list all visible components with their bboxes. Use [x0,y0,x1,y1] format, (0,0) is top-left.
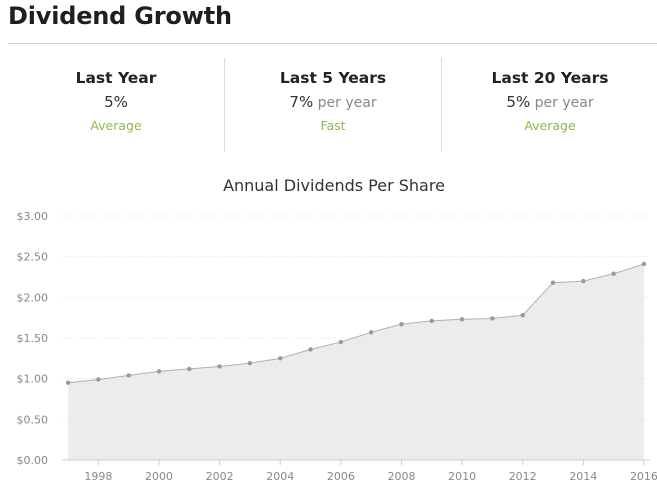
x-tick-label: 2008 [387,470,415,483]
stat-last-year: Last Year 5% Average [8,58,224,152]
data-point [641,261,647,267]
y-tick-label: $0.50 [17,413,49,426]
data-point [96,377,101,382]
data-point [520,313,525,318]
page-title: Dividend Growth [8,2,232,30]
data-point [247,361,253,366]
data-point [368,330,374,335]
x-tick-label: 2006 [327,470,355,483]
stat-rating: Average [524,118,576,133]
y-tick-label: $2.00 [17,291,49,304]
data-point [278,356,283,361]
x-tick-label: 2000 [145,470,173,483]
stat-value-suffix: per year [313,95,377,111]
data-point [611,271,616,276]
x-tick-label: 2014 [569,470,597,483]
data-point [429,318,434,324]
stat-rating: Fast [320,118,346,133]
stat-value-number: 7% [289,93,314,111]
stat-value-suffix: per year [530,95,594,111]
dividend-area-chart: $0.00 $0.50 $1.00 $1.50 $2.00 $2.50 $3.00 1998… [17,210,657,483]
stat-value: 5% per year [442,93,657,111]
data-point [338,339,344,345]
title-divider [8,43,657,44]
data-point [308,347,313,352]
stat-label: Last 20 Years [491,69,609,87]
y-tick-label: $0.00 [17,454,49,467]
y-tick-label: $3.00 [17,210,49,223]
data-point [399,321,404,327]
x-tick-label: 2002 [206,470,234,483]
stat-value: 5% [8,93,224,111]
x-tick-label: 2010 [448,470,476,483]
x-tick-label: 2004 [266,470,294,483]
stat-last-20-years: Last 20 Years 5% per year Average [441,58,657,152]
x-tick-label: 2012 [509,470,537,483]
x-tick-label: 1998 [84,470,112,483]
y-tick-label: $1.00 [17,373,49,386]
stat-value: 7% per year [225,93,441,111]
dividend-series-line [68,263,645,384]
chart-title: Annual Dividends Per Share [223,176,445,195]
stat-label: Last Year [75,69,157,87]
y-tick-label: $2.50 [17,251,49,264]
dividend-area-fill [68,263,644,460]
data-point [490,316,495,321]
data-point [217,364,222,369]
stat-rating: Average [90,118,142,133]
data-point [65,380,71,385]
dividend-data-points [65,261,647,385]
stat-last-5-years: Last 5 Years 7% per year Fast [224,58,441,152]
data-point [187,366,192,372]
data-point [550,280,556,285]
data-point [459,317,465,322]
stat-value-number: 5% [506,93,531,111]
y-tick-label: $1.50 [17,332,49,345]
growth-stats: Last Year 5% Average Last 5 Years 7% per… [8,58,657,152]
x-axis-ticks: 1998 2000 2002 2004 2006 2008 2010 2012 2014 2016 [84,460,657,483]
data-point [126,373,131,378]
data-point [581,278,586,284]
stat-value-number: 5% [104,93,128,111]
stat-label: Last 5 Years [279,69,387,87]
x-tick-label: 2016 [630,470,657,483]
data-point [156,369,162,374]
y-axis-ticks: $0.00 $0.50 $1.00 $1.50 $2.00 $2.50 $3.00 [17,210,49,467]
